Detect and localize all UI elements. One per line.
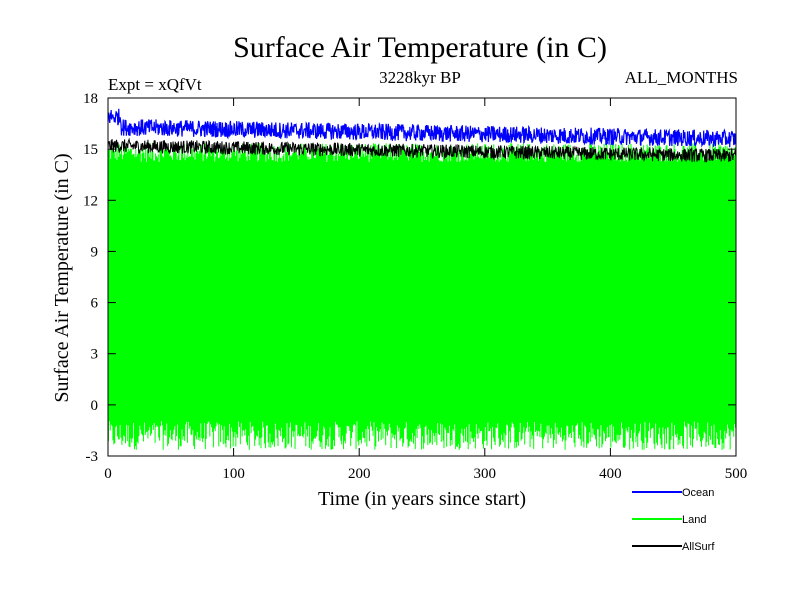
y-axis-label: Surface Air Temperature (in C) [51, 153, 73, 402]
period-label: 3228kyr BP [379, 68, 461, 87]
experiment-label: Expt = xQfVt [108, 75, 202, 94]
legend-label-land: Land [682, 514, 706, 526]
series-layer [108, 108, 736, 450]
legend-label-allsurf: AllSurf [682, 541, 715, 553]
y-tick-label: 6 [91, 296, 99, 312]
y-tick-label: 0 [91, 398, 99, 414]
series-line-ocean [108, 108, 736, 148]
x-tick-label: 200 [348, 466, 371, 482]
y-tick-label: 18 [83, 91, 98, 107]
legend-label-ocean: Ocean [682, 487, 714, 499]
series-line-allsurf [108, 137, 736, 163]
chart-title: Surface Air Temperature (in C) [233, 31, 607, 64]
x-tick-label: 300 [474, 466, 497, 482]
legend: Ocean Land AllSurf [632, 487, 715, 553]
y-tick-label: 3 [91, 347, 99, 363]
x-tick-label: 100 [222, 466, 245, 482]
y-tick-label: -3 [86, 449, 99, 465]
x-tick-label: 0 [104, 466, 112, 482]
y-tick-label: 12 [83, 193, 98, 209]
x-tick-label: 500 [725, 466, 748, 482]
y-tick-label: 9 [91, 244, 99, 260]
plot-frame [107, 97, 737, 457]
x-axis-label: Time (in years since start) [318, 488, 526, 510]
y-tick-label: 15 [83, 142, 98, 158]
months-label: ALL_MONTHS [625, 68, 738, 87]
x-tick-label: 400 [599, 466, 622, 482]
series-line-land [108, 143, 736, 450]
